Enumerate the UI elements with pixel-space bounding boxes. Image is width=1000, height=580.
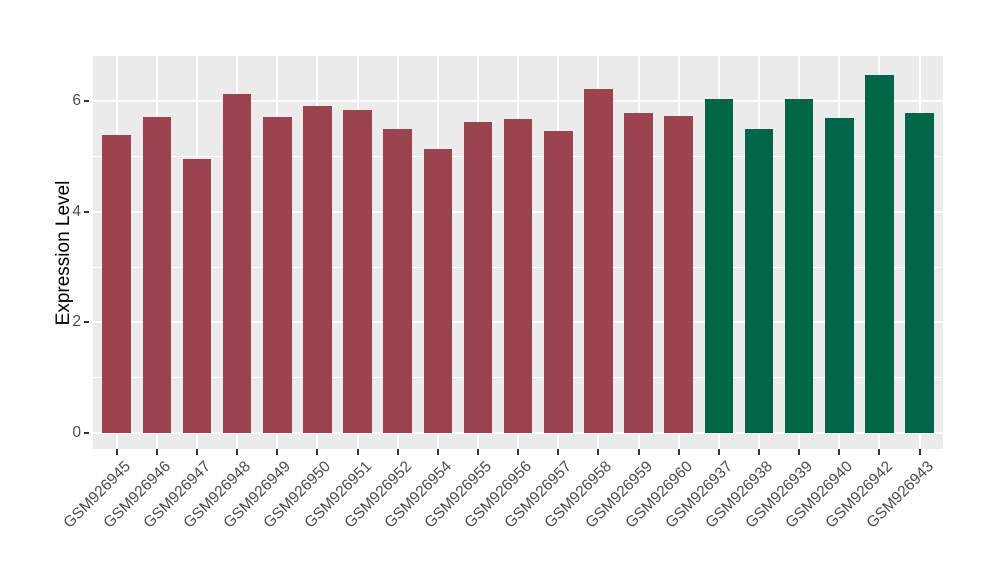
bar-GSM926959 xyxy=(624,113,653,434)
y-axis-tick-label: 6 xyxy=(72,91,81,109)
x-axis-tick xyxy=(757,449,760,455)
x-axis-tick xyxy=(476,449,479,455)
x-axis-tick xyxy=(798,449,801,455)
x-axis-tick xyxy=(396,449,399,455)
bar-GSM926947 xyxy=(182,158,212,434)
x-axis-tick xyxy=(918,449,921,455)
y-axis-tick xyxy=(84,321,89,324)
y-axis-tick-label: 2 xyxy=(72,313,81,331)
x-axis-tick xyxy=(677,449,680,455)
bar-GSM926956 xyxy=(503,119,533,434)
bar-GSM926948 xyxy=(222,93,252,434)
y-axis-tick xyxy=(84,99,89,102)
x-axis-tick xyxy=(717,449,720,455)
bar-GSM926955 xyxy=(463,122,493,434)
bar-GSM926954 xyxy=(423,148,453,434)
x-axis-tick xyxy=(878,449,881,455)
y-axis-tick-label: 4 xyxy=(72,202,81,220)
x-axis-tick xyxy=(436,449,439,455)
bar-GSM926942 xyxy=(865,75,894,434)
bar-GSM926945 xyxy=(102,135,131,434)
bar-GSM926960 xyxy=(664,116,693,434)
bar-GSM926937 xyxy=(704,98,734,434)
y-axis-tick xyxy=(84,210,89,213)
bar-GSM926938 xyxy=(744,128,774,434)
bar-GSM926943 xyxy=(905,113,934,434)
bar-GSM926951 xyxy=(343,110,372,434)
x-axis-tick xyxy=(356,449,359,455)
bar-GSM926957 xyxy=(544,130,573,434)
bar-GSM926958 xyxy=(584,88,613,434)
y-axis-tick-label: 0 xyxy=(72,424,81,442)
bar-GSM926949 xyxy=(263,117,292,434)
x-axis-tick xyxy=(838,449,841,455)
bar-GSM926952 xyxy=(383,128,412,434)
x-axis-tick xyxy=(557,449,560,455)
x-axis-tick xyxy=(236,449,239,455)
x-axis-tick xyxy=(637,449,640,455)
plot-panel xyxy=(93,56,943,449)
bar-GSM926950 xyxy=(303,105,332,434)
bar-GSM926946 xyxy=(142,117,172,434)
x-axis-tick xyxy=(316,449,319,455)
x-axis-tick xyxy=(517,449,520,455)
x-axis-tick xyxy=(276,449,279,455)
bar-GSM926939 xyxy=(784,98,814,434)
x-axis-tick xyxy=(195,449,198,455)
bar-GSM926940 xyxy=(825,117,854,434)
x-axis-tick xyxy=(115,449,118,455)
y-axis-tick xyxy=(84,432,89,435)
x-axis-tick xyxy=(597,449,600,455)
x-axis-tick xyxy=(155,449,158,455)
